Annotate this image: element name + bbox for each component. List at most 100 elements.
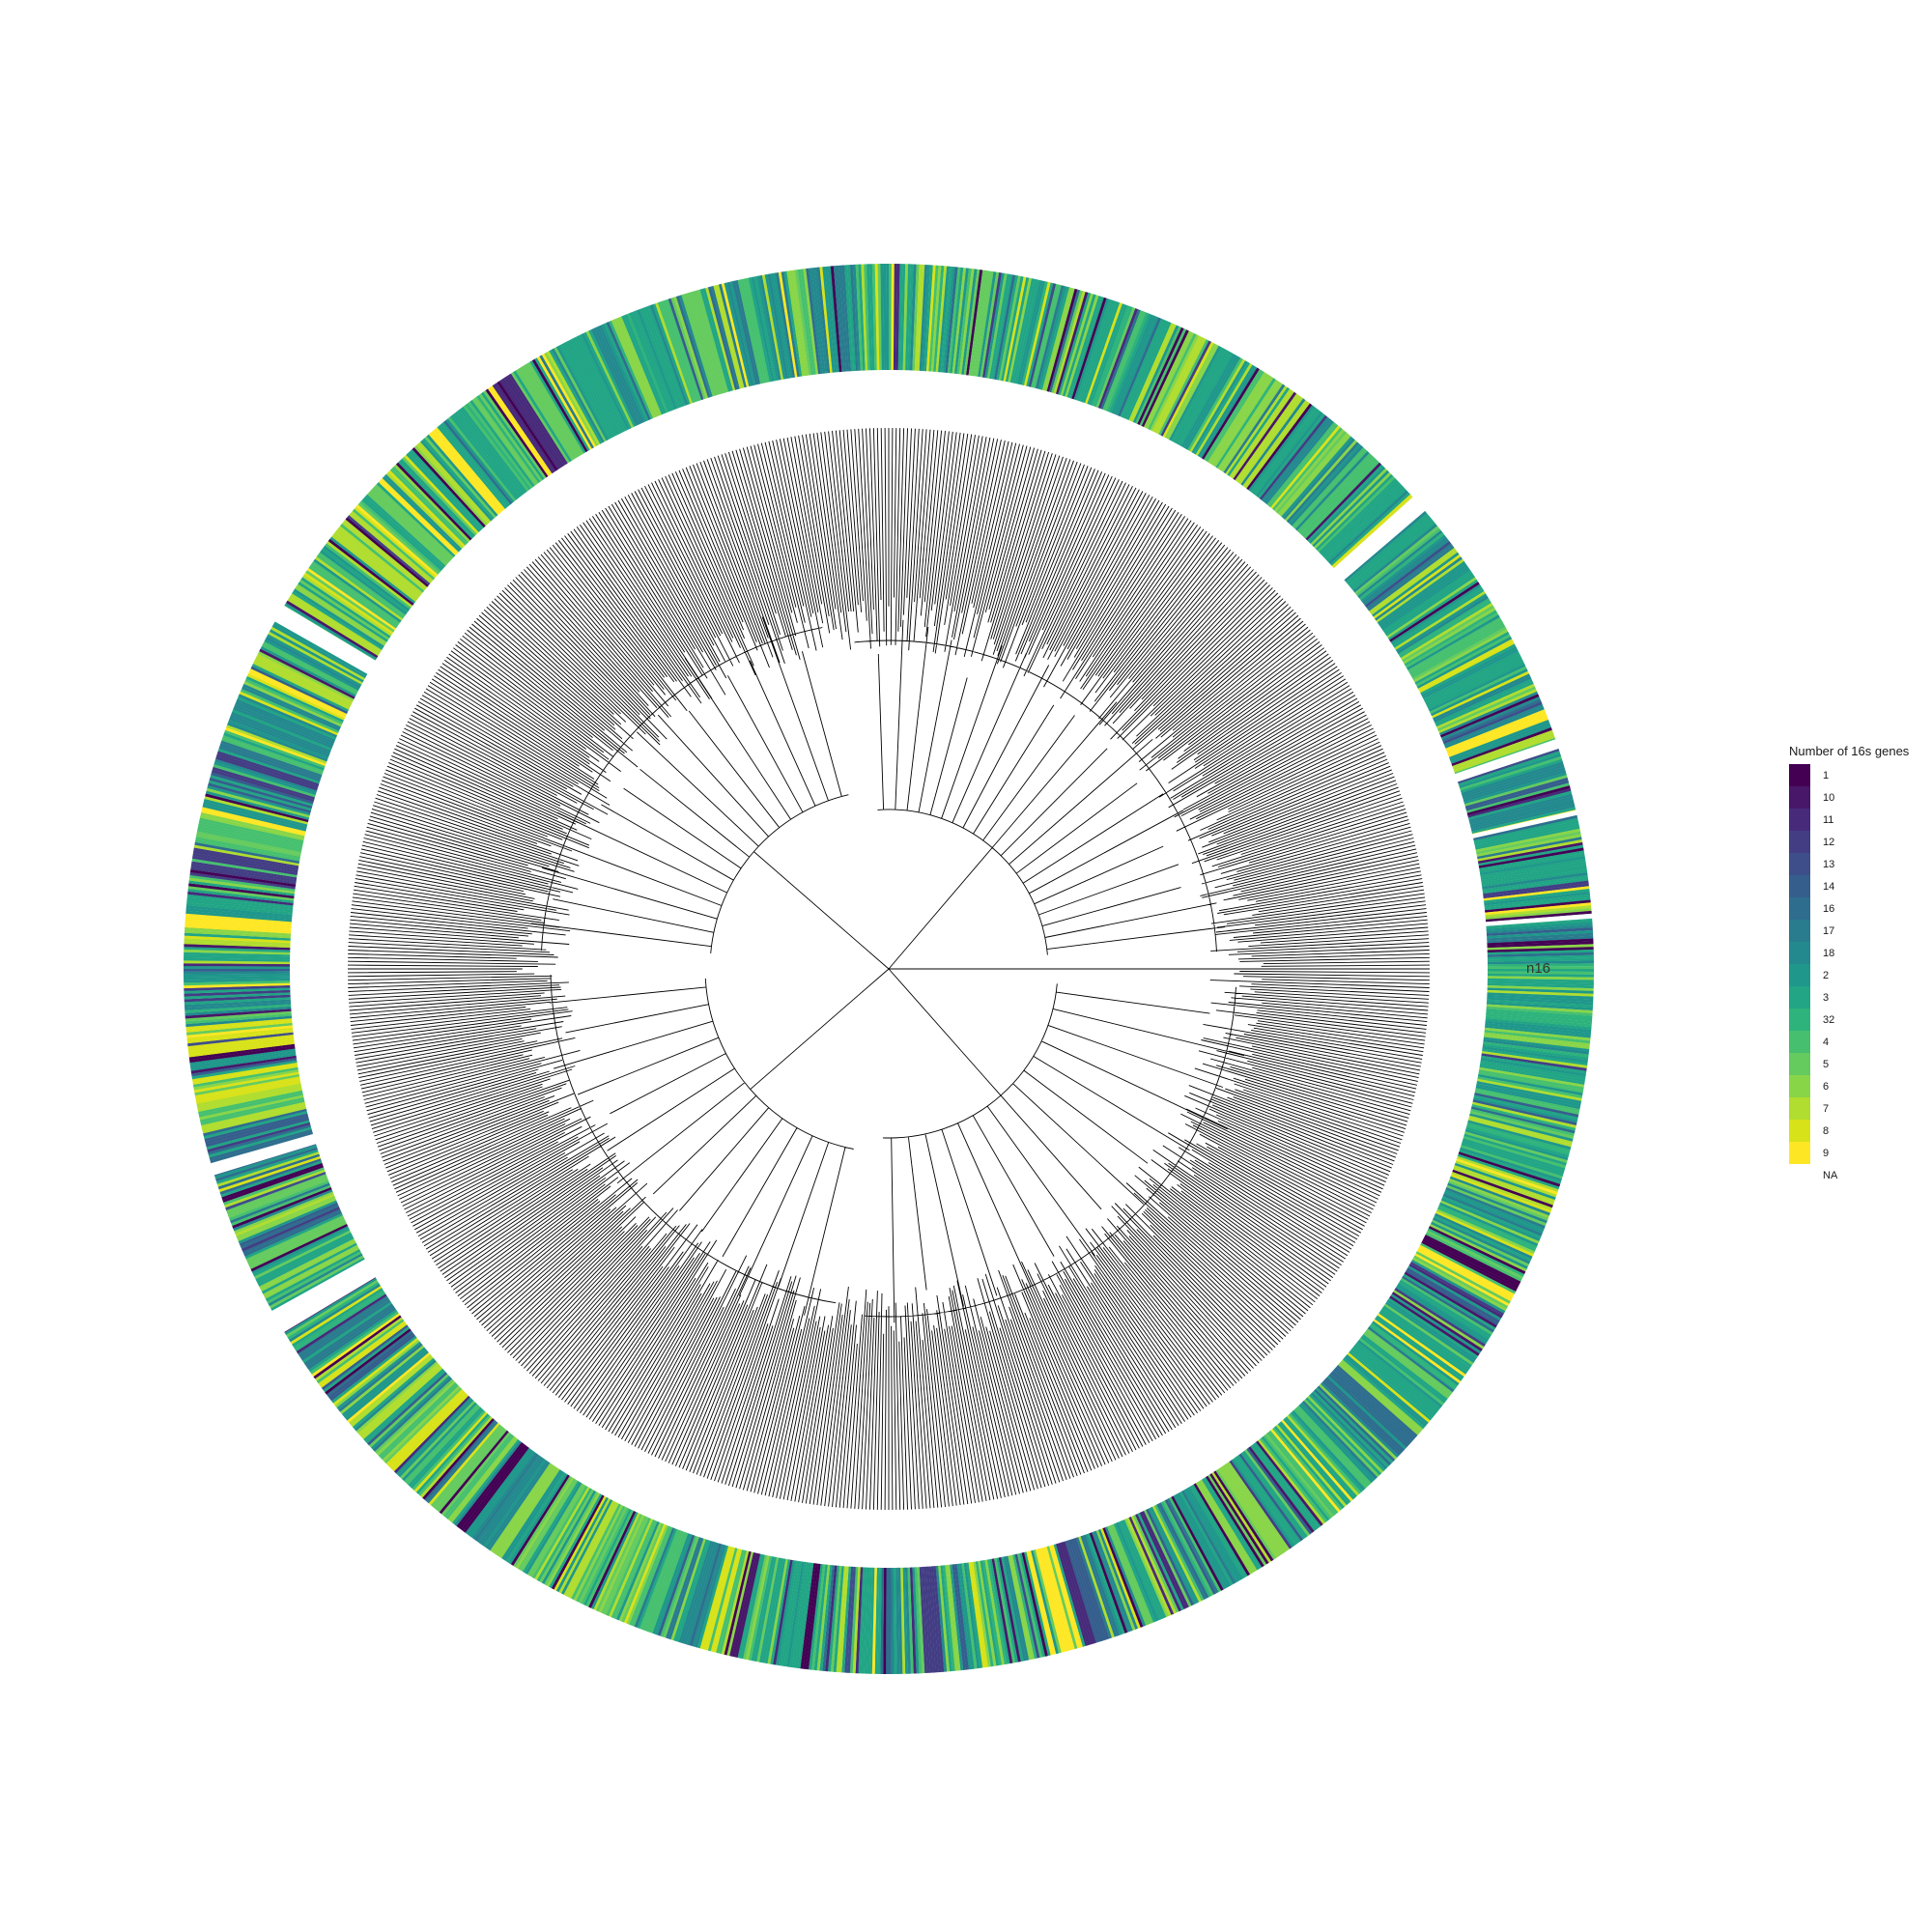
heatmap-cell [1320, 480, 1400, 556]
heatmap-cell [1100, 1528, 1141, 1629]
heatmap-cell [287, 1281, 380, 1340]
heatmap-cell [247, 1219, 346, 1267]
heatmap-cell [781, 271, 800, 378]
heatmap-cell [243, 681, 342, 727]
heatmap-cell [670, 297, 706, 400]
heatmap-cell [195, 834, 301, 857]
heatmap-cell [893, 264, 897, 371]
heatmap-cell [558, 344, 611, 440]
heatmap-cell [198, 820, 303, 845]
heatmap-cell [933, 266, 945, 372]
heatmap-cell [1463, 1133, 1567, 1166]
heatmap-cell [1400, 1277, 1493, 1336]
legend-item: 18 [1789, 942, 1929, 964]
heatmap-cell [743, 1554, 768, 1660]
heatmap-cell [1162, 1500, 1214, 1597]
heatmap-cell [1051, 290, 1084, 393]
heatmap-cell [922, 265, 931, 372]
heatmap-cell [359, 499, 441, 573]
heatmap-cell [1481, 867, 1587, 885]
heatmap-cell [1185, 1488, 1241, 1582]
heatmap-cell [710, 1548, 740, 1653]
heatmap-cell [402, 456, 477, 536]
heatmap-cell [544, 352, 599, 447]
heatmap-cell [224, 729, 326, 769]
heatmap-cell [692, 1544, 724, 1647]
heatmap-cell [463, 1446, 529, 1533]
heatmap-cell [1062, 1541, 1096, 1644]
heatmap-cell [1005, 1555, 1030, 1662]
heatmap-cell [1003, 1556, 1027, 1662]
heatmap-cell [1344, 1355, 1427, 1428]
heatmap-cell [251, 1226, 350, 1274]
heatmap-cell [560, 343, 613, 439]
heatmap-cell [928, 1566, 939, 1673]
heatmap-cell [654, 1533, 693, 1635]
heatmap-cell [761, 1557, 784, 1663]
heatmap-cell [201, 1101, 306, 1128]
heatmap-cell [284, 602, 378, 661]
heatmap-cell [710, 285, 740, 390]
heatmap-cell [1275, 431, 1348, 514]
heatmap-cell [189, 1050, 297, 1068]
heatmap-cell [185, 1010, 292, 1022]
heatmap-cell [208, 782, 312, 813]
heatmap-cell [1473, 1096, 1578, 1123]
heatmap-cell [981, 1559, 1003, 1666]
heatmap-cell [292, 1288, 384, 1348]
heatmap-cell [515, 368, 575, 461]
heatmap-cell [1370, 550, 1458, 615]
heatmap-cell [303, 572, 394, 635]
heatmap-cell [308, 565, 398, 629]
heatmap-cell [216, 1151, 320, 1187]
heatmap-cell [357, 1363, 440, 1435]
heatmap-cell [1001, 1556, 1024, 1662]
heatmap-cell [221, 1162, 324, 1201]
ring-label: n16 [1526, 960, 1550, 977]
heatmap-cell [609, 320, 654, 419]
heatmap-cell [452, 412, 521, 499]
heatmap-cell [1483, 1038, 1589, 1055]
heatmap-cell [503, 376, 564, 468]
heatmap-cell [510, 372, 570, 464]
heatmap-cell [310, 563, 399, 627]
heatmap-cell [968, 1562, 986, 1668]
heatmap-cell [1305, 462, 1382, 541]
heatmap-cell [205, 1118, 310, 1148]
heatmap-cell [203, 1108, 307, 1137]
heatmap-cell [1240, 1452, 1306, 1540]
heatmap-cell [1465, 780, 1570, 811]
heatmap-cell [897, 1567, 903, 1674]
heatmap-cell [208, 1126, 312, 1158]
heatmap-cell [1320, 1381, 1400, 1459]
heatmap-cell [400, 458, 476, 538]
heatmap-cell [255, 656, 353, 706]
heatmap-cell [1421, 646, 1518, 697]
heatmap-cell [461, 406, 527, 494]
heatmap-cell [185, 913, 292, 924]
heatmap-cell [245, 1215, 344, 1263]
heatmap-cell [1474, 1093, 1579, 1118]
heatmap-cell [1058, 1543, 1092, 1646]
legend-item: 10 [1789, 786, 1929, 809]
heatmap-cell [626, 1524, 668, 1625]
heatmap-cell [1296, 1405, 1372, 1486]
heatmap-cell [1102, 310, 1144, 411]
heatmap-cell [937, 1565, 950, 1672]
heatmap-cell [1460, 755, 1562, 791]
heatmap-cell [822, 266, 836, 373]
heatmap-cell [546, 351, 601, 445]
heatmap-cell [810, 268, 826, 374]
heatmap-cell [953, 1563, 969, 1670]
heatmap-cell [914, 1567, 923, 1674]
heatmap-cell [611, 319, 656, 419]
legend-swatch [1789, 1164, 1810, 1186]
heatmap-cell [1487, 963, 1594, 967]
heatmap-cell [1021, 1551, 1048, 1657]
heatmap-cell [770, 1559, 791, 1665]
heatmap-cell [1035, 1548, 1065, 1653]
heatmap-cell [249, 1221, 348, 1269]
heatmap-cell [1385, 575, 1476, 637]
heatmap-cell [1009, 1554, 1035, 1660]
heatmap-cell [366, 1372, 448, 1446]
